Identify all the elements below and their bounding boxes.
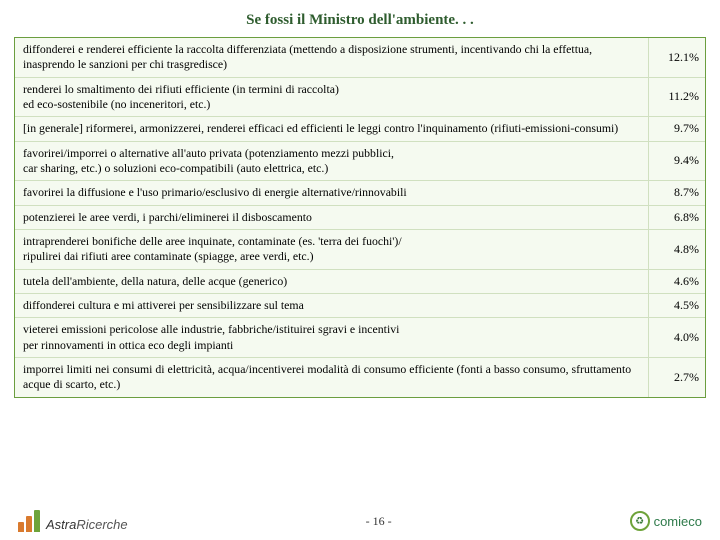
row-value: 4.6%: [649, 270, 705, 293]
row-text: diffonderei e renderei efficiente la rac…: [15, 38, 649, 77]
table-row: potenzierei le aree verdi, i parchi/elim…: [15, 206, 705, 230]
data-table: diffonderei e renderei efficiente la rac…: [14, 37, 706, 398]
logo-left: AstraRicerche: [18, 510, 128, 532]
logo-right-text: comieco: [654, 514, 702, 529]
table-row: vieterei emissioni pericolose alle indus…: [15, 318, 705, 358]
logo-right: ♻ comieco: [630, 511, 702, 531]
page-number: - 16 -: [366, 514, 392, 529]
logo-left-bars-icon: [18, 510, 40, 532]
table-row: intraprenderei bonifiche delle aree inqu…: [15, 230, 705, 270]
row-value: 4.0%: [649, 318, 705, 357]
table-row: renderei lo smaltimento dei rifiuti effi…: [15, 78, 705, 118]
row-text: renderei lo smaltimento dei rifiuti effi…: [15, 78, 649, 117]
row-value: 9.4%: [649, 142, 705, 181]
recycle-icon: ♻: [630, 511, 650, 531]
logo-left-text: AstraRicerche: [46, 517, 128, 532]
table-row: diffonderei e renderei efficiente la rac…: [15, 38, 705, 78]
page-title: Se fossi il Ministro dell'ambiente. . .: [14, 12, 706, 29]
row-value: 6.8%: [649, 206, 705, 229]
page-footer: AstraRicerche - 16 - ♻ comieco: [14, 504, 706, 540]
row-text: imporrei limiti nei consumi di elettrici…: [15, 358, 649, 397]
table-row: tutela dell'ambiente, della natura, dell…: [15, 270, 705, 294]
table-row: favorirei/imporrei o alternative all'aut…: [15, 142, 705, 182]
row-text: favorirei la diffusione e l'uso primario…: [15, 181, 649, 204]
row-text: [in generale] riformerei, armonizzerei, …: [15, 117, 649, 140]
row-text: intraprenderei bonifiche delle aree inqu…: [15, 230, 649, 269]
row-text: vieterei emissioni pericolose alle indus…: [15, 318, 649, 357]
row-value: 8.7%: [649, 181, 705, 204]
row-value: 4.8%: [649, 230, 705, 269]
table-row: imporrei limiti nei consumi di elettrici…: [15, 358, 705, 397]
row-value: 2.7%: [649, 358, 705, 397]
row-text: potenzierei le aree verdi, i parchi/elim…: [15, 206, 649, 229]
row-value: 12.1%: [649, 38, 705, 77]
table-row: favorirei la diffusione e l'uso primario…: [15, 181, 705, 205]
table-row: [in generale] riformerei, armonizzerei, …: [15, 117, 705, 141]
table-row: diffonderei cultura e mi attiverei per s…: [15, 294, 705, 318]
row-text: diffonderei cultura e mi attiverei per s…: [15, 294, 649, 317]
row-value: 4.5%: [649, 294, 705, 317]
row-text: favorirei/imporrei o alternative all'aut…: [15, 142, 649, 181]
row-value: 11.2%: [649, 78, 705, 117]
row-value: 9.7%: [649, 117, 705, 140]
row-text: tutela dell'ambiente, della natura, dell…: [15, 270, 649, 293]
